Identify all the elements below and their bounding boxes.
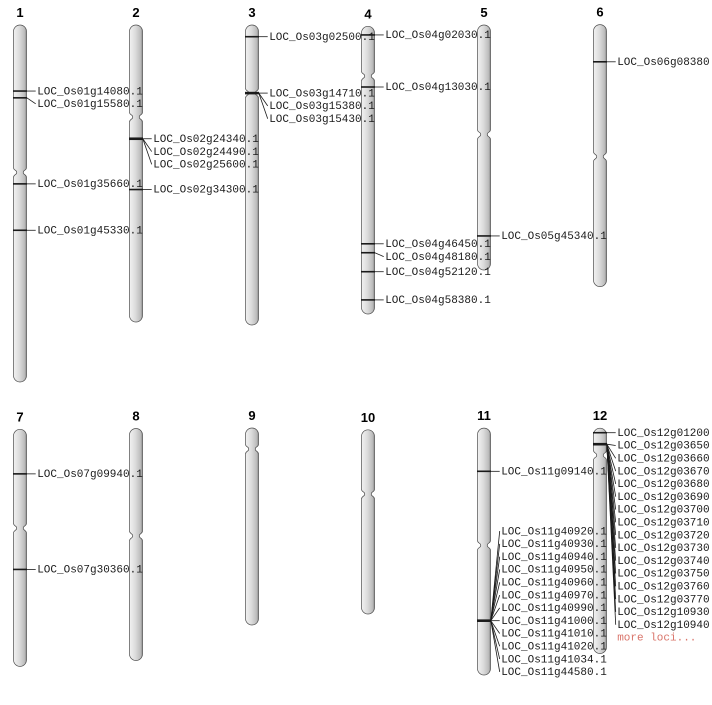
svg-text:LOC_Os07g09940.1: LOC_Os07g09940.1 [37,469,143,481]
svg-text:12: 12 [593,408,607,423]
svg-text:LOC_Os04g48180.1: LOC_Os04g48180.1 [385,252,491,264]
svg-text:LOC_Os02g34300.1: LOC_Os02g34300.1 [153,185,259,197]
svg-text:LOC_Os12g01200.1: LOC_Os12g01200.1 [617,428,712,440]
svg-text:LOC_Os11g41034.1: LOC_Os11g41034.1 [501,654,607,666]
svg-text:LOC_Os12g03650.1: LOC_Os12g03650.1 [617,441,712,453]
svg-text:LOC_Os12g03700.1: LOC_Os12g03700.1 [617,505,712,517]
svg-text:LOC_Os11g40950.1: LOC_Os11g40950.1 [501,565,607,577]
svg-text:LOC_Os02g24490.1: LOC_Os02g24490.1 [153,147,259,159]
svg-text:LOC_Os12g03770.1: LOC_Os12g03770.1 [617,594,712,606]
svg-text:LOC_Os11g40920.1: LOC_Os11g40920.1 [501,526,607,538]
svg-text:9: 9 [248,408,255,423]
svg-text:6: 6 [596,5,603,20]
svg-text:LOC_Os07g30360.1: LOC_Os07g30360.1 [37,565,143,577]
svg-text:LOC_Os12g03730.1: LOC_Os12g03730.1 [617,543,712,555]
svg-text:LOC_Os04g13030.1: LOC_Os04g13030.1 [385,82,491,94]
svg-text:LOC_Os01g45330.1: LOC_Os01g45330.1 [37,225,143,237]
svg-text:11: 11 [477,408,491,423]
svg-text:LOC_Os04g46450.1: LOC_Os04g46450.1 [385,239,491,251]
svg-text:LOC_Os12g03680.1: LOC_Os12g03680.1 [617,479,712,491]
svg-text:LOC_Os11g41010.1: LOC_Os11g41010.1 [501,629,607,641]
svg-text:LOC_Os06g08380.1: LOC_Os06g08380.1 [617,57,712,69]
svg-text:LOC_Os03g15380.1: LOC_Os03g15380.1 [269,101,375,113]
svg-text:LOC_Os12g03710.1: LOC_Os12g03710.1 [617,518,712,530]
svg-text:LOC_Os03g15430.1: LOC_Os03g15430.1 [269,114,375,126]
svg-text:5: 5 [480,5,487,20]
svg-text:LOC_Os01g15580.1: LOC_Os01g15580.1 [37,99,143,111]
svg-text:LOC_Os11g44580.1: LOC_Os11g44580.1 [501,667,607,679]
svg-text:LOC_Os12g10940.1: LOC_Os12g10940.1 [617,620,712,632]
svg-text:LOC_Os11g40930.1: LOC_Os11g40930.1 [501,539,607,551]
svg-text:LOC_Os05g45340.1: LOC_Os05g45340.1 [501,231,607,243]
svg-text:LOC_Os11g40990.1: LOC_Os11g40990.1 [501,603,607,615]
svg-text:LOC_Os02g24340.1: LOC_Os02g24340.1 [153,134,259,146]
svg-text:3: 3 [248,5,255,20]
svg-text:1: 1 [16,5,23,20]
svg-text:LOC_Os02g25600.1: LOC_Os02g25600.1 [153,160,259,172]
svg-text:2: 2 [132,5,139,20]
svg-text:LOC_Os12g03670.1: LOC_Os12g03670.1 [617,466,712,478]
svg-text:LOC_Os12g03720.1: LOC_Os12g03720.1 [617,530,712,542]
svg-text:4: 4 [364,6,372,21]
svg-text:LOC_Os04g58380.1: LOC_Os04g58380.1 [385,295,491,307]
svg-text:LOC_Os04g02030.1: LOC_Os04g02030.1 [385,30,491,42]
svg-text:8: 8 [132,409,139,424]
svg-text:LOC_Os12g10930.1: LOC_Os12g10930.1 [617,607,712,619]
svg-text:LOC_Os12g03660.1: LOC_Os12g03660.1 [617,454,712,466]
svg-text:LOC_Os11g41000.1: LOC_Os11g41000.1 [501,616,607,628]
svg-text:more loci...: more loci... [617,633,696,645]
svg-text:10: 10 [361,410,375,425]
svg-text:LOC_Os11g41020.1: LOC_Os11g41020.1 [501,641,607,653]
svg-text:LOC_Os12g03740.1: LOC_Os12g03740.1 [617,556,712,568]
svg-text:LOC_Os11g40960.1: LOC_Os11g40960.1 [501,577,607,589]
svg-text:LOC_Os12g03760.1: LOC_Os12g03760.1 [617,582,712,594]
svg-text:LOC_Os12g03690.1: LOC_Os12g03690.1 [617,492,712,504]
svg-text:LOC_Os04g52120.1: LOC_Os04g52120.1 [385,267,491,279]
svg-text:LOC_Os11g40970.1: LOC_Os11g40970.1 [501,590,607,602]
svg-text:7: 7 [16,409,23,424]
svg-text:LOC_Os11g09140.1: LOC_Os11g09140.1 [501,467,607,479]
svg-text:LOC_Os03g14710.1: LOC_Os03g14710.1 [269,88,375,100]
svg-text:LOC_Os11g40940.1: LOC_Os11g40940.1 [501,552,607,564]
svg-text:LOC_Os01g35660.1: LOC_Os01g35660.1 [37,179,143,191]
svg-text:LOC_Os01g14080.1: LOC_Os01g14080.1 [37,86,143,98]
svg-text:LOC_Os12g03750.1: LOC_Os12g03750.1 [617,569,712,581]
svg-text:LOC_Os03g02500.1: LOC_Os03g02500.1 [269,32,375,44]
